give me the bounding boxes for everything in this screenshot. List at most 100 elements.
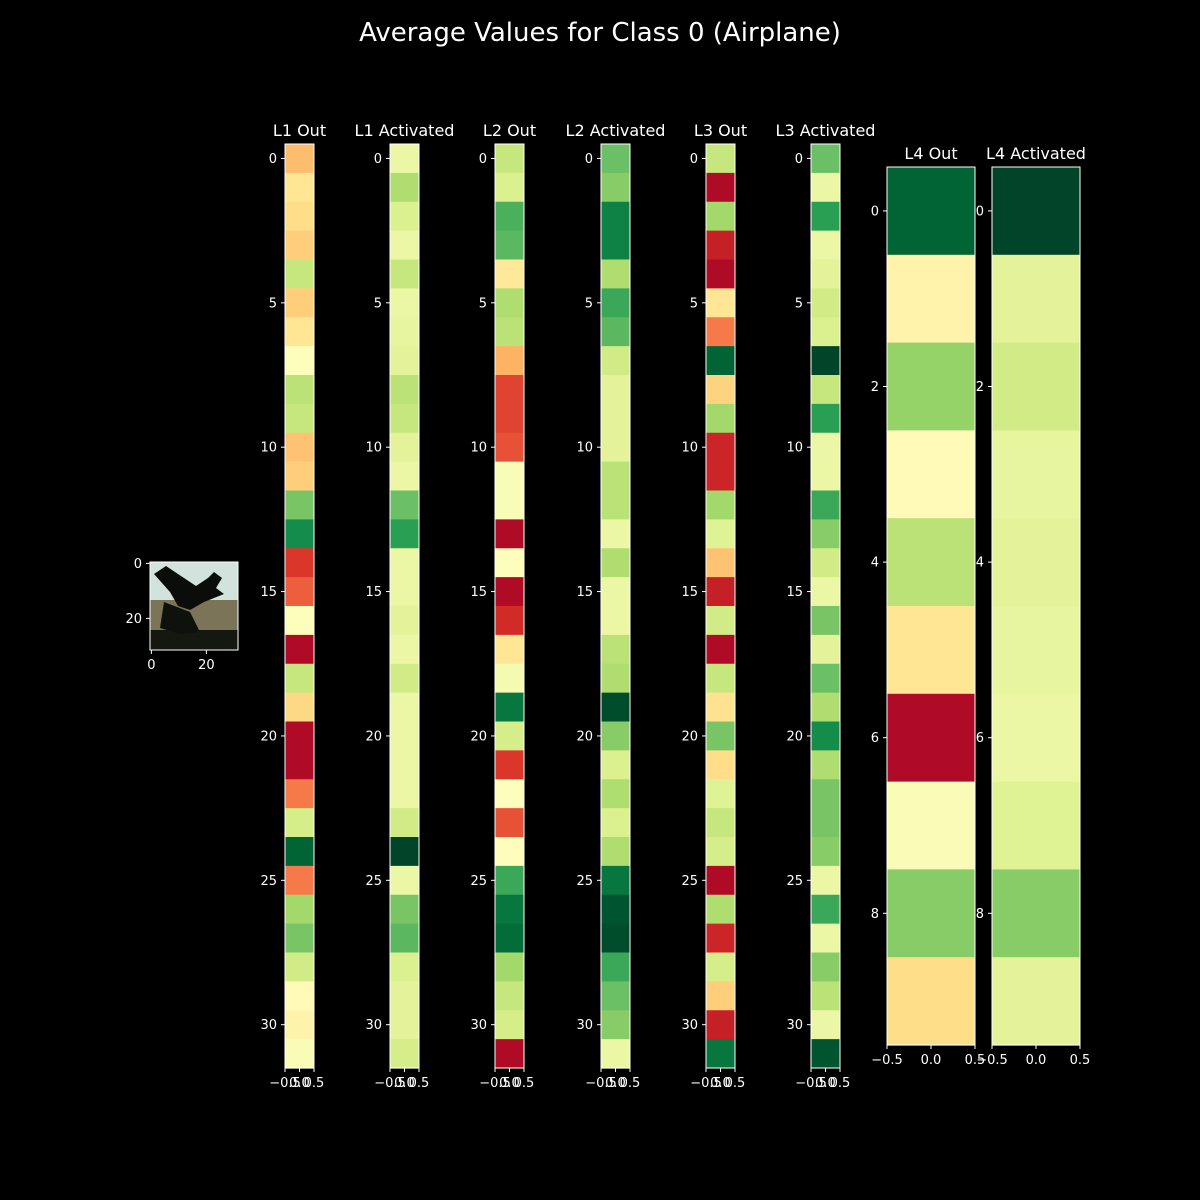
- y-tick-label-l3-out-30: 30: [681, 1018, 698, 1033]
- y-tick-label-l2-activated-15: 15: [576, 585, 593, 600]
- heatmap-cell-l1-activated-18: [390, 663, 419, 694]
- heatmap-cell-l4-out-2: [887, 342, 975, 431]
- y-tick-label-l2-out-25: 25: [470, 874, 487, 889]
- heatmap-cell-l2-activated-23: [601, 808, 630, 838]
- heatmap-cell-l1-out-8: [285, 375, 314, 405]
- y-tick-label-l1-out-5: 5: [269, 296, 277, 311]
- panel-title-l1-out: L1 Out: [273, 121, 326, 140]
- x-tick-label-l4-out-1: 0.0: [921, 1053, 942, 1068]
- heatmap-cell-l1-out-11: [285, 461, 314, 492]
- heatmap-cell-l4-activated-7: [992, 781, 1080, 870]
- heatmap-cell-l3-activated-16: [811, 606, 840, 636]
- heatmap-cell-l1-activated-26: [390, 894, 419, 925]
- x-tick-label-l1-out-1: 0.0: [289, 1076, 310, 1091]
- x-tick-label-l2-activated-1: 0.0: [605, 1076, 626, 1091]
- x-tick-label-l2-activated-0: −0.5: [585, 1076, 617, 1091]
- heatmap-cell-l1-out-6: [285, 317, 314, 347]
- heatmap-cell-l1-out-5: [285, 288, 314, 318]
- y-tick-label-l3-out-10: 10: [681, 441, 698, 456]
- heatmap-cell-l1-out-20: [285, 721, 314, 751]
- heatmap-cell-l2-activated-9: [601, 403, 630, 434]
- heatmap-cell-l1-activated-12: [390, 490, 419, 520]
- heatmap-cell-l4-activated-9: [992, 957, 1080, 1046]
- x-tick-label-l2-activated-2: 0.5: [620, 1076, 641, 1091]
- heatmap-cell-l2-activated-20: [601, 721, 630, 751]
- y-tick-label-l3-out-15: 15: [681, 585, 698, 600]
- page-title: Average Values for Class 0 (Airplane): [359, 18, 841, 48]
- heatmap-cell-l3-activated-22: [811, 779, 840, 809]
- heatmap-cell-l1-activated-16: [390, 606, 419, 636]
- panel-title-l2-activated: L2 Activated: [566, 121, 666, 140]
- heatmap-cell-l2-activated-25: [601, 865, 630, 896]
- y-tick-label-l4-activated-4: 4: [976, 556, 984, 571]
- heatmap-cell-l4-activated-0: [992, 167, 1080, 256]
- heatmap-cell-l2-activated-16: [601, 606, 630, 636]
- heatmap-cell-l1-out-16: [285, 606, 314, 636]
- heatmap-cell-l1-activated-6: [390, 317, 419, 347]
- heatmap-cell-l2-out-17: [495, 634, 524, 665]
- heatmap-cell-l1-activated-5: [390, 288, 419, 318]
- heatmap-cell-l1-activated-28: [390, 952, 419, 982]
- y-tick-label-l3-activated-0: 0: [795, 152, 803, 167]
- heatmap-cell-l3-activated-25: [811, 865, 840, 896]
- x-tick-label-l1-activated-1: 0.0: [394, 1076, 415, 1091]
- y-tick-label-l2-activated-10: 10: [576, 441, 593, 456]
- heatmap-cell-l3-activated-12: [811, 490, 840, 520]
- heatmap-cell-l2-activated-15: [601, 577, 630, 607]
- heatmap-cell-l1-activated-1: [390, 172, 419, 203]
- heatmap-cell-l3-out-19: [706, 692, 735, 723]
- x-tick-label-l1-out-2: 0.5: [304, 1076, 325, 1091]
- panel-title-l2-out: L2 Out: [483, 121, 536, 140]
- x-tick-label-l4-activated-1: 0.0: [1026, 1053, 1047, 1068]
- x-tick-label-l3-out-2: 0.5: [725, 1076, 746, 1091]
- heatmap-cell-l1-activated-15: [390, 577, 419, 607]
- y-tick-label-l1-out-20: 20: [260, 729, 277, 744]
- heatmap-cell-l1-out-23: [285, 808, 314, 838]
- heatmap-cell-l1-activated-11: [390, 461, 419, 492]
- y-tick-label-l3-out-20: 20: [681, 729, 698, 744]
- heatmap-cell-l3-activated-18: [811, 663, 840, 694]
- heatmap-cell-l2-activated-5: [601, 288, 630, 318]
- heatmap-cell-l1-activated-2: [390, 201, 419, 232]
- y-tick-label-l1-activated-10: 10: [365, 441, 382, 456]
- thumbnail-shadow: [150, 630, 238, 650]
- heatmap-cell-l1-out-14: [285, 548, 314, 578]
- y-tick-label-l2-out-15: 15: [470, 585, 487, 600]
- heatmap-cell-l1-activated-3: [390, 230, 419, 261]
- y-tick-label-l4-activated-2: 2: [976, 380, 984, 395]
- y-tick-label-l4-activated-0: 0: [976, 204, 984, 219]
- heatmap-cell-l1-out-13: [285, 519, 314, 549]
- heatmap-cell-l3-activated-31: [811, 1039, 840, 1069]
- heatmap-cell-l2-activated-2: [601, 201, 630, 232]
- heatmap-cell-l3-activated-9: [811, 403, 840, 434]
- heatmap-cell-l3-out-21: [706, 750, 735, 780]
- heatmap-cell-l3-out-15: [706, 577, 735, 607]
- y-tick-label-l1-activated-0: 0: [374, 152, 382, 167]
- heatmap-cell-l3-activated-21: [811, 750, 840, 780]
- heatmap-cell-l1-out-9: [285, 403, 314, 434]
- heatmap-cell-l3-activated-13: [811, 519, 840, 549]
- heatmap-cell-l3-out-16: [706, 606, 735, 636]
- heatmap-cell-l1-activated-24: [390, 837, 419, 867]
- heatmap-cell-l3-out-8: [706, 375, 735, 405]
- heatmap-cell-l2-out-10: [495, 432, 524, 463]
- y-tick-label-l4-out-8: 8: [871, 907, 879, 922]
- heatmap-cell-l3-activated-6: [811, 317, 840, 347]
- heatmap-cell-l2-out-29: [495, 981, 524, 1011]
- heatmap-cell-l3-out-6: [706, 317, 735, 347]
- heatmap-cell-l1-out-22: [285, 779, 314, 809]
- heatmap-cell-l3-out-23: [706, 808, 735, 838]
- heatmap-cell-l4-out-9: [887, 957, 975, 1046]
- heatmap-cell-l1-out-25: [285, 865, 314, 896]
- y-tick-label-l3-out-5: 5: [690, 296, 698, 311]
- heatmap-cell-l2-out-28: [495, 952, 524, 982]
- heatmap-cell-l2-out-18: [495, 663, 524, 694]
- heatmap-cell-l3-out-20: [706, 721, 735, 751]
- y-tick-label-l2-activated-20: 20: [576, 729, 593, 744]
- heatmap-cell-l2-out-27: [495, 923, 524, 954]
- panel-title-l3-activated: L3 Activated: [776, 121, 876, 140]
- heatmap-cell-l2-activated-17: [601, 634, 630, 665]
- heatmap-cell-l2-activated-4: [601, 259, 630, 289]
- heatmap-cell-l3-out-26: [706, 894, 735, 925]
